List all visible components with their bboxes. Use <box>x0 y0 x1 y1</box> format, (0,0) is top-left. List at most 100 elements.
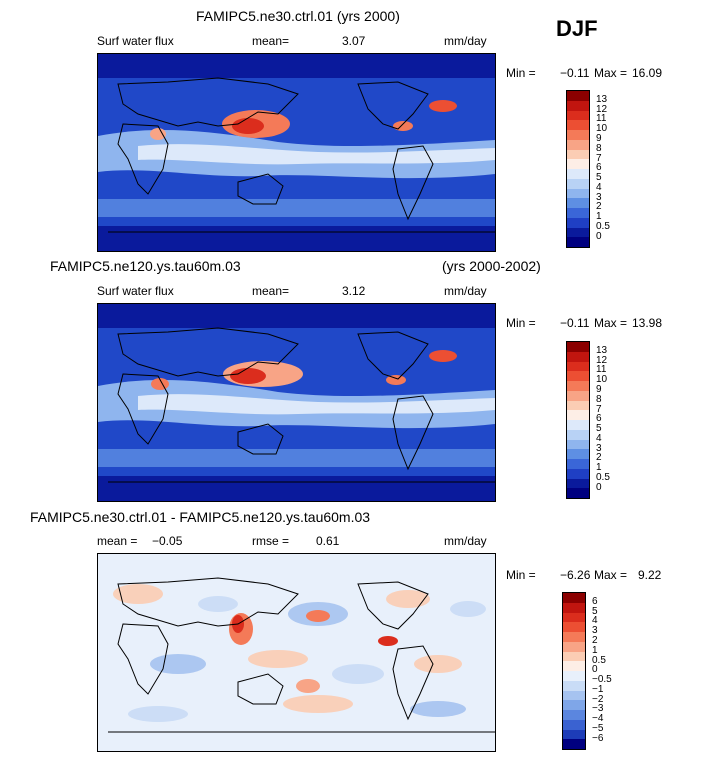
colorbar-segment <box>563 622 585 632</box>
colorbar-segment <box>567 390 589 401</box>
panel-3-title: FAMIPC5.ne30.ctrl.01 - FAMIPC5.ne120.ys.… <box>30 509 371 525</box>
panel-1-min-label: Min = <box>506 66 536 80</box>
tick: 2 <box>596 201 602 212</box>
colorbar-segment <box>567 459 589 469</box>
colorbar-segment <box>567 188 589 199</box>
panel-2-field-label: Surf water flux <box>97 284 174 298</box>
tick: −6 <box>592 733 604 744</box>
panel-3-units: mm/day <box>444 534 487 548</box>
colorbar-segment <box>567 159 589 169</box>
tick: 4 <box>592 615 598 626</box>
panel-1-map <box>97 53 496 252</box>
panel-1-mean-value: 3.07 <box>342 34 366 48</box>
panel-1-units: mm/day <box>444 34 487 48</box>
colorbar-segment <box>567 208 589 218</box>
colorbar-segment <box>563 739 585 749</box>
colorbar-segment <box>563 651 585 662</box>
colorbar-segment <box>563 690 585 701</box>
panel-3-max-label: Max = <box>594 568 628 582</box>
colorbar-segment <box>563 612 585 623</box>
tick: −2 <box>592 694 604 705</box>
tick: 1 <box>596 462 602 473</box>
panel-2-units: mm/day <box>444 284 487 298</box>
colorbar-segment <box>563 719 585 730</box>
tick: 6 <box>592 596 598 607</box>
colorbar-segment <box>563 700 585 710</box>
colorbar-segment <box>567 371 589 381</box>
tick: 0 <box>596 231 602 242</box>
colorbar-segment <box>563 593 585 603</box>
tick: 6 <box>596 162 602 173</box>
panel-2-colorbar <box>566 341 590 499</box>
panel-2-title-years: (yrs 2000-2002) <box>442 258 541 274</box>
panel-1-max-label: Max = <box>594 66 628 80</box>
tick: 3 <box>596 192 602 203</box>
colorbar-segment <box>567 342 589 352</box>
colorbar-segment <box>563 680 585 691</box>
tick: 7 <box>596 153 602 164</box>
panel-3-min-label: Min = <box>506 568 536 582</box>
colorbar-segment <box>567 449 589 459</box>
tick: 0 <box>596 482 602 493</box>
tick: 8 <box>596 143 602 154</box>
panel-1-mean-label: mean= <box>252 34 290 48</box>
tick: 7 <box>596 404 602 415</box>
colorbar-segment <box>567 91 589 101</box>
colorbar-segment <box>567 429 589 440</box>
colorbar-segment <box>567 217 589 228</box>
colorbar-segment <box>563 661 585 671</box>
tick: 10 <box>596 374 608 385</box>
tick: 2 <box>596 452 602 463</box>
tick: −3 <box>592 703 604 714</box>
tick: 5 <box>596 172 602 183</box>
panel-3-rmse-label: rmse = <box>252 534 290 548</box>
colorbar-segment <box>567 227 589 238</box>
panel-1-max-value: 16.09 <box>632 66 663 80</box>
colorbar-segment <box>567 149 589 160</box>
panel-2-min-value: −0.11 <box>560 316 590 330</box>
panel-2-max-value: 13.98 <box>632 316 663 330</box>
tick: 12 <box>596 355 608 366</box>
panel-3-rmse-value: 0.61 <box>316 534 340 548</box>
panel-3-mean-value: −0.05 <box>152 534 183 548</box>
panel-3-map <box>97 553 496 752</box>
tick: −0.5 <box>592 674 612 685</box>
colorbar-segment <box>567 488 589 498</box>
colorbar-segment <box>567 468 589 479</box>
colorbar-segment <box>567 139 589 150</box>
panel-3-max-value: 9.22 <box>638 568 662 582</box>
panel-3-min-value: −6.26 <box>560 568 591 582</box>
tick: −1 <box>592 684 604 695</box>
colorbar-segment <box>563 671 585 681</box>
tick: 2 <box>592 635 598 646</box>
tick: 8 <box>596 394 602 405</box>
tick: 0.5 <box>596 221 610 232</box>
colorbar-segment <box>567 420 589 430</box>
panel-2-mean-value: 3.12 <box>342 284 366 298</box>
tick: 5 <box>596 423 602 434</box>
tick: 13 <box>596 345 608 356</box>
colorbar-segment <box>567 237 589 247</box>
tick: 9 <box>596 384 602 395</box>
colorbar-segment <box>563 632 585 642</box>
colorbar-segment <box>567 361 589 372</box>
tick: 5 <box>592 606 598 617</box>
tick: 6 <box>596 413 602 424</box>
season-label: DJF <box>556 16 598 41</box>
tick: 11 <box>596 113 607 124</box>
panel-1-field-label: Surf water flux <box>97 34 174 48</box>
colorbar-segment <box>567 169 589 179</box>
tick: 12 <box>596 104 608 115</box>
colorbar-segment <box>563 729 585 740</box>
tick: 4 <box>596 433 602 444</box>
colorbar-segment <box>567 198 589 208</box>
colorbar-segment <box>567 439 589 450</box>
colorbar-segment <box>567 120 589 130</box>
panel-3-mean-label: mean = <box>97 534 138 548</box>
tick: 0.5 <box>596 472 610 483</box>
colorbar-segment <box>567 100 589 111</box>
colorbar-segment <box>567 110 589 121</box>
colorbar-segment <box>563 602 585 613</box>
tick: 1 <box>596 211 602 222</box>
panel-2-max-label: Max = <box>594 316 628 330</box>
